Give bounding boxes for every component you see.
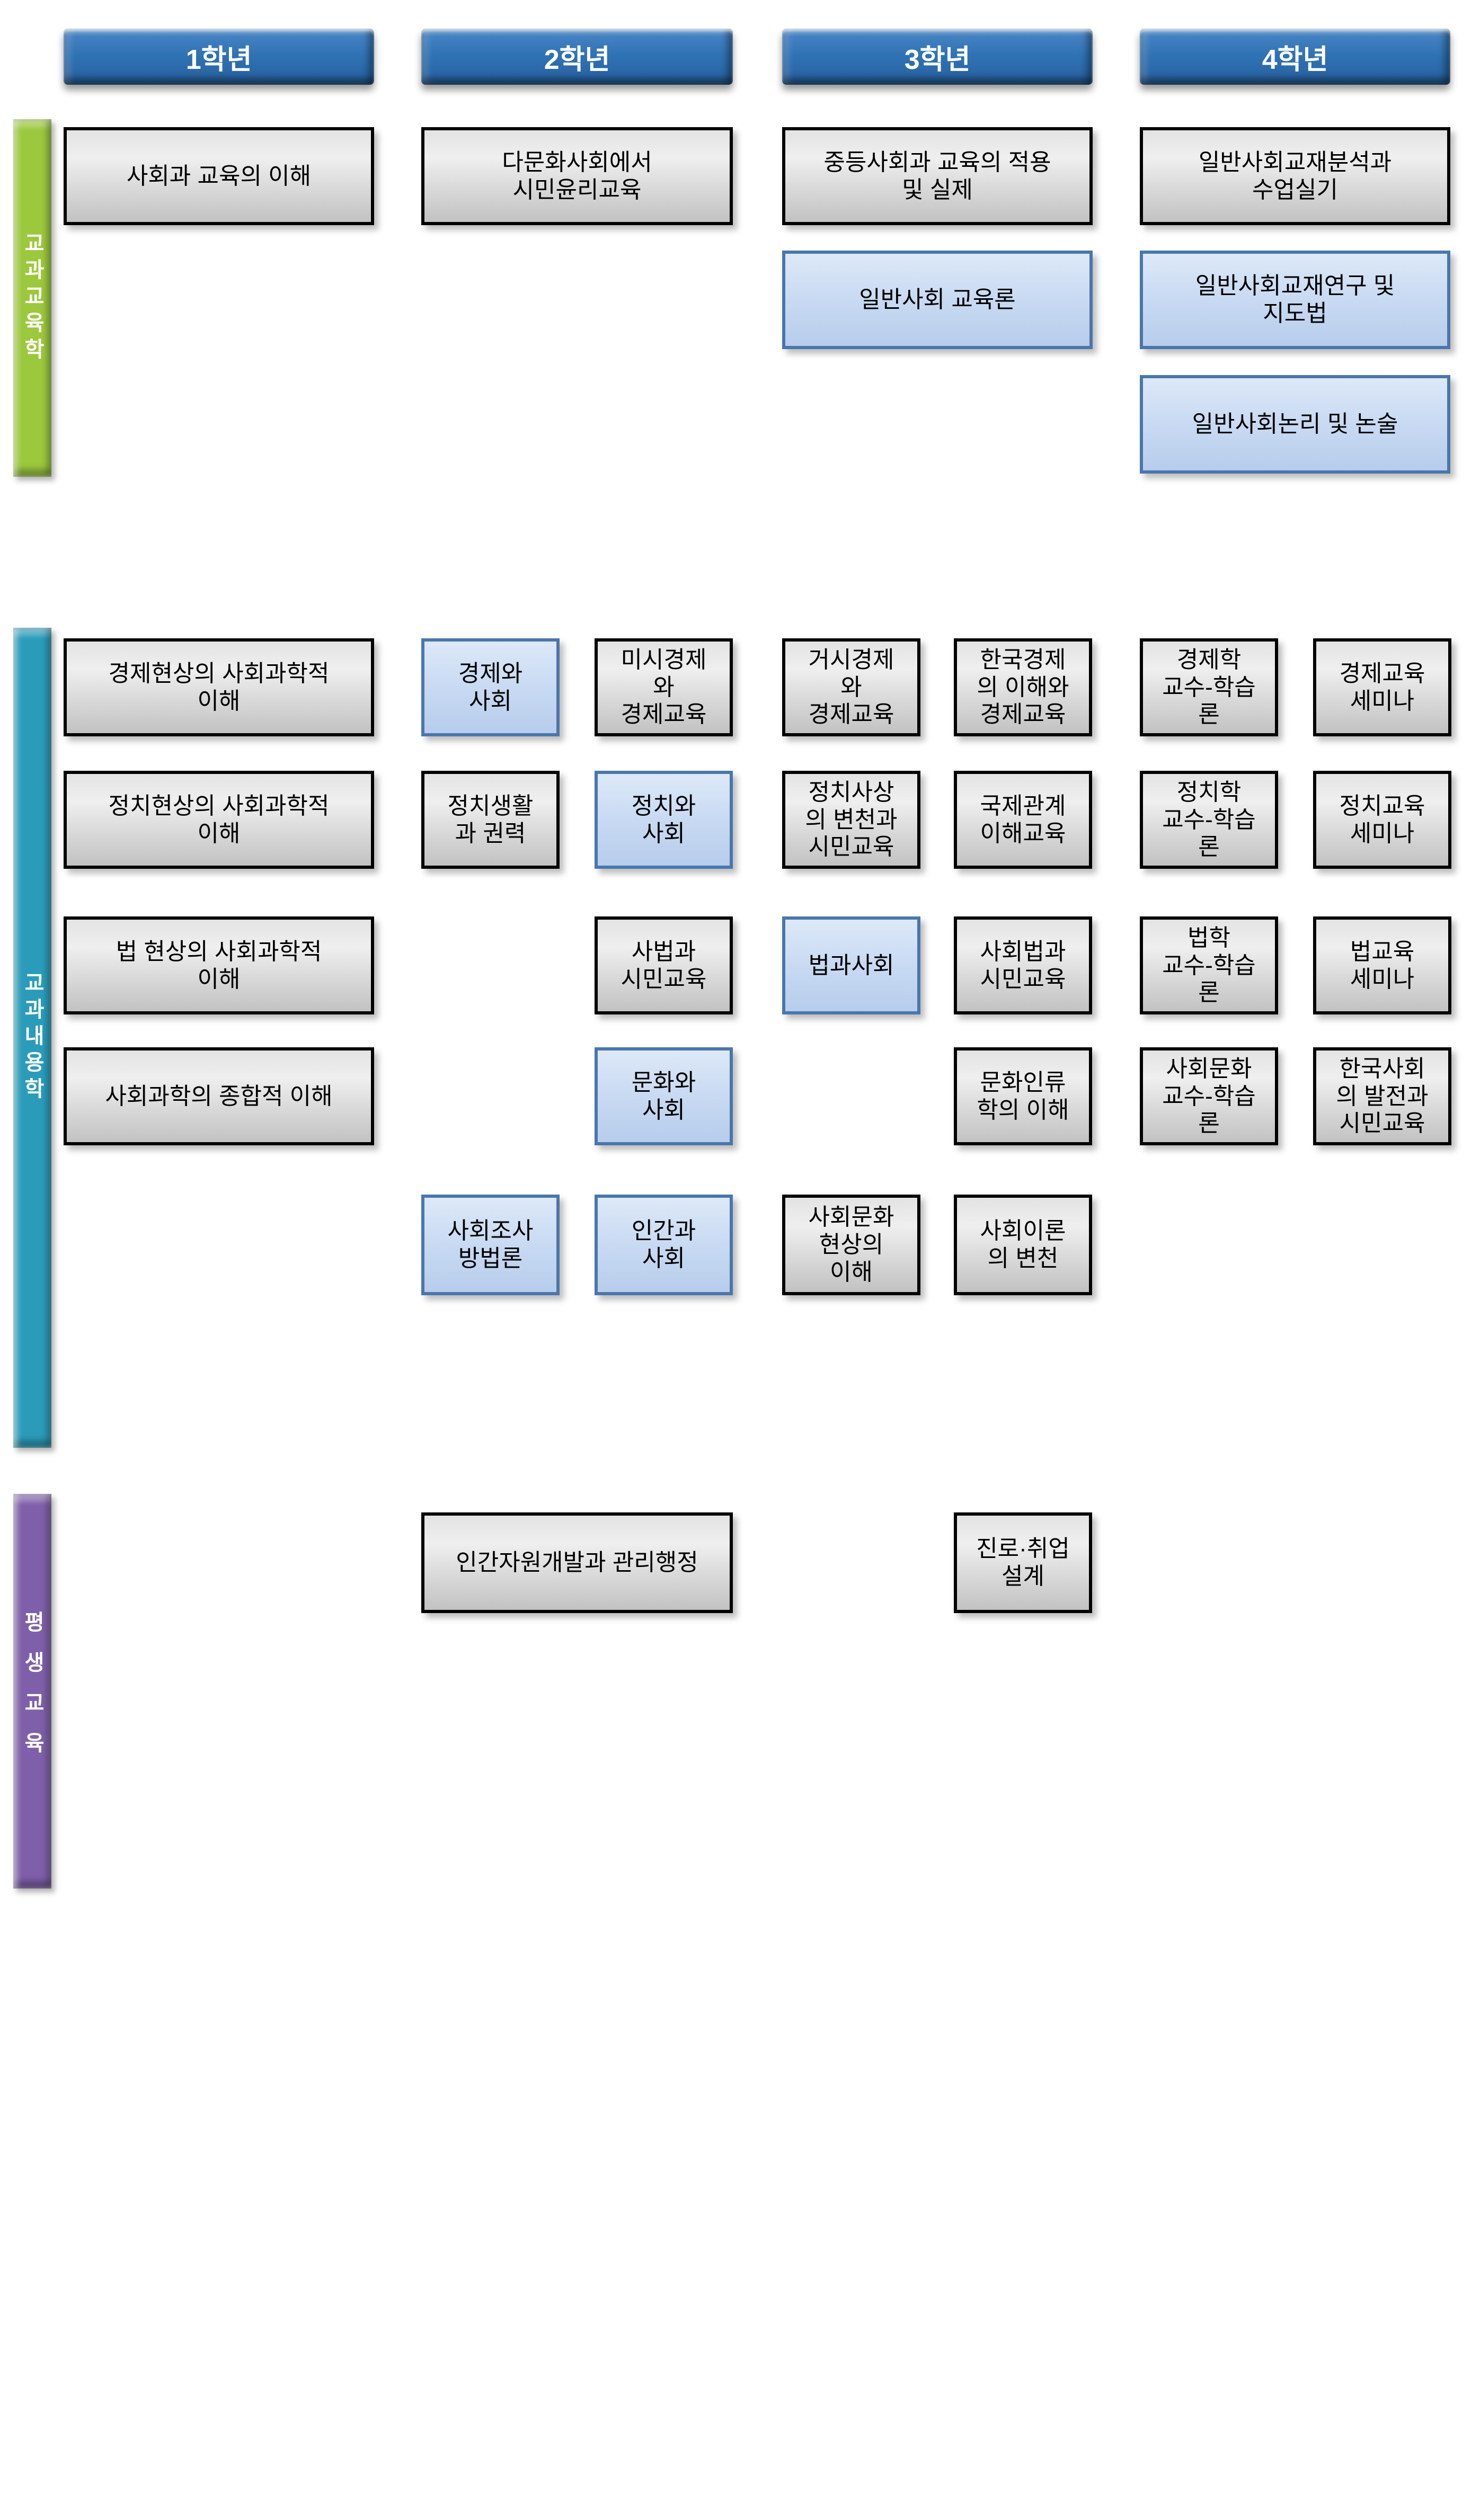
course-box: 한국경제 의 이해와 경제교육 <box>954 638 1092 736</box>
course-box: 인간자원개발과 관리행정 <box>421 1512 733 1613</box>
course-box: 사회이론 의 변천 <box>954 1195 1092 1295</box>
course-box: 정치생활 과 권력 <box>421 771 560 869</box>
course-box: 법 현상의 사회과학적 이해 <box>64 916 374 1014</box>
course-box: 사회과학의 종합적 이해 <box>64 1047 374 1145</box>
course-box: 다문화사회에서 시민윤리교육 <box>421 127 733 225</box>
course-box: 법교육 세미나 <box>1313 916 1451 1014</box>
section-bar-subject-content: 교과내용학 <box>13 628 51 1448</box>
course-box: 경제학 교수-학습 론 <box>1140 638 1278 736</box>
course-box: 한국사회 의 발전과 시민교육 <box>1313 1047 1451 1145</box>
course-box: 경제현상의 사회과학적 이해 <box>64 638 374 736</box>
course-box: 사회법과 시민교육 <box>954 916 1092 1014</box>
course-box: 경제교육 세미나 <box>1313 638 1451 736</box>
course-box: 사회조사 방법론 <box>421 1195 560 1295</box>
course-box: 사회문화 현상의 이해 <box>782 1195 920 1295</box>
course-box: 국제관계 이해교육 <box>954 771 1092 869</box>
section-bar-label: 평생교육 <box>21 1610 44 1772</box>
course-box: 정치와 사회 <box>595 771 733 869</box>
course-box: 중등사회과 교육의 적용 및 실제 <box>782 127 1093 225</box>
grade-header-year2: 2학년 <box>421 29 733 85</box>
grade-header-year1: 1학년 <box>64 29 374 85</box>
course-box: 사회문화 교수-학습 론 <box>1140 1047 1278 1145</box>
grade-header-year3: 3학년 <box>782 29 1093 85</box>
course-box: 일반사회교재분석과 수업실기 <box>1140 127 1450 225</box>
section-bar-label: 교과교육학 <box>21 231 44 364</box>
course-box: 문화인류 학의 이해 <box>954 1047 1092 1145</box>
course-box: 일반사회 교육론 <box>782 251 1093 349</box>
course-box: 법과사회 <box>782 916 920 1014</box>
grade-header-year4: 4학년 <box>1140 29 1450 85</box>
course-box: 정치사상 의 변천과 시민교육 <box>782 771 920 869</box>
course-box: 법학 교수-학습 론 <box>1140 916 1278 1014</box>
course-box: 사법과 시민교육 <box>595 916 733 1014</box>
course-box: 정치현상의 사회과학적 이해 <box>64 771 374 869</box>
course-box: 문화와 사회 <box>595 1047 733 1145</box>
section-bar-subject-pedagogy: 교과교육학 <box>13 119 51 477</box>
course-box: 사회과 교육의 이해 <box>64 127 374 225</box>
section-bar-lifelong-education: 평생교육 <box>13 1494 51 1889</box>
section-bar-label: 교과내용학 <box>21 972 44 1104</box>
course-box: 일반사회교재연구 및 지도법 <box>1140 251 1450 349</box>
course-box: 정치학 교수-학습 론 <box>1140 771 1278 869</box>
course-box: 일반사회논리 및 논술 <box>1140 375 1450 474</box>
course-box: 미시경제 와 경제교육 <box>595 638 733 736</box>
course-box: 경제와 사회 <box>421 638 560 736</box>
course-box: 인간과 사회 <box>595 1195 733 1295</box>
course-box: 정치교육 세미나 <box>1313 771 1451 869</box>
course-box: 진로·취업 설계 <box>954 1512 1092 1613</box>
course-box: 거시경제 와 경제교육 <box>782 638 920 736</box>
